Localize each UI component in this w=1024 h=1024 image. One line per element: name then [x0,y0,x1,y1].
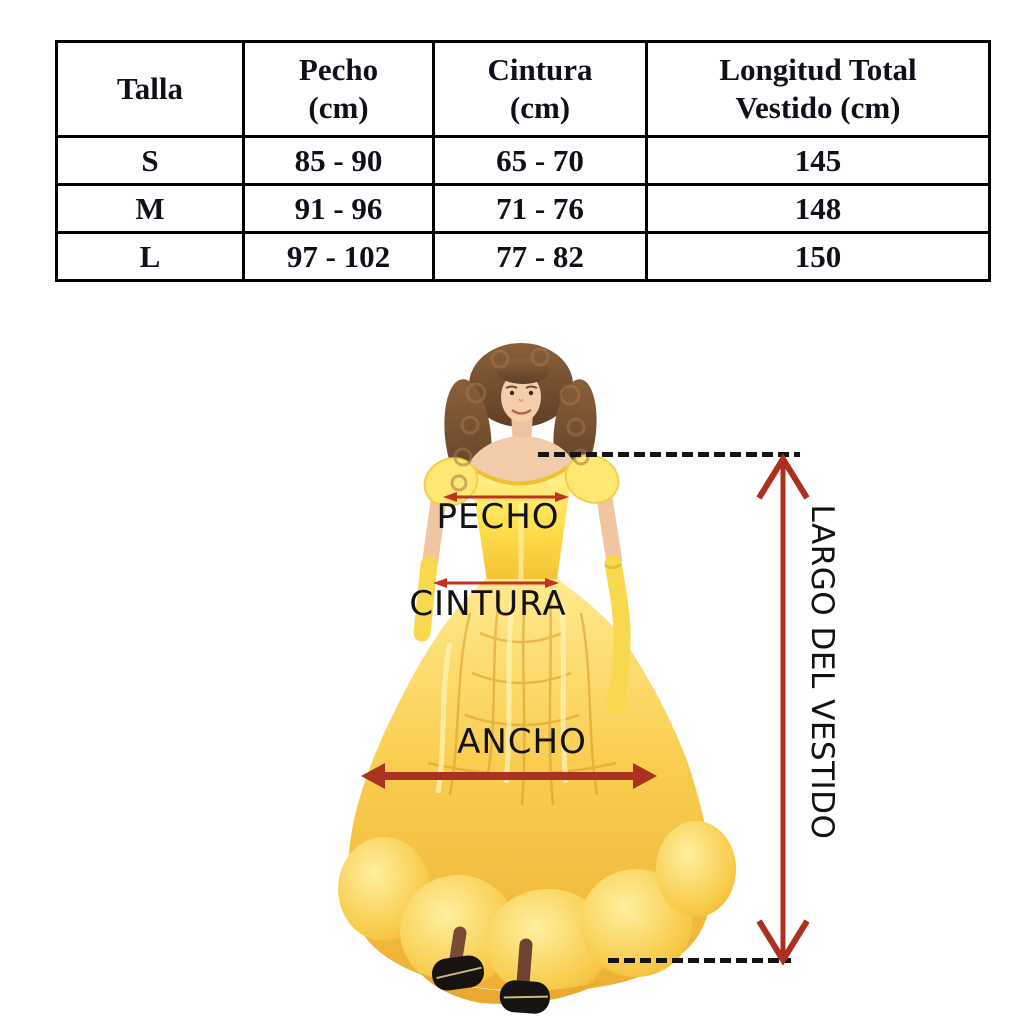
header-line1: Cintura [487,52,593,88]
header-line1: Longitud Total [719,52,917,88]
left-shoe [431,955,485,991]
cell-pecho: 91 - 96 [242,183,435,234]
waist-label: CINTURA [409,584,567,624]
size-chart-table: Talla Pecho (cm) Cintura (cm) Longitud T… [55,40,991,282]
cell-longitud: 148 [645,183,991,234]
column-header-pecho: Pecho (cm) [242,40,435,138]
shoulder-dashed-line [538,452,800,457]
header-line2: (cm) [509,90,571,125]
cell-cintura: 65 - 70 [432,135,648,186]
waist-measure-arrow [433,578,559,588]
costume-model-photo [338,343,736,1014]
cell-talla: L [55,231,245,282]
cell-pecho: 97 - 102 [242,231,435,282]
chest-measure-arrow [443,492,569,502]
right-shoe [499,980,550,1014]
header-line2: (cm) [308,90,369,125]
width-label: ANCHO [457,722,587,762]
header-line1: Pecho [298,52,379,88]
width-measure-arrow [361,763,657,789]
header-row: Talla Pecho (cm) Cintura (cm) Longitud T… [55,40,991,138]
table-row-l: L 97 - 102 77 - 82 150 [55,231,991,282]
hem-dashed-line [608,958,791,963]
table-row-m: M 91 - 96 71 - 76 148 [55,183,991,234]
cell-pecho: 85 - 90 [242,135,435,186]
chest-label: PECHO [436,497,560,537]
body-skin [413,413,622,642]
right-glove [604,554,631,716]
header-line1: Talla [116,71,184,107]
cell-cintura: 71 - 76 [432,183,648,234]
header-line2: Vestido (cm) [735,90,901,125]
dress-length-label: LARGO DEL VESTIDO [804,504,840,840]
cell-cintura: 77 - 82 [432,231,648,282]
column-header-talla: Talla [55,40,245,138]
column-header-cintura: Cintura (cm) [432,40,648,138]
cell-longitud: 145 [645,135,991,186]
table-row-s: S 85 - 90 65 - 70 145 [55,135,991,186]
column-header-longitud: Longitud Total Vestido (cm) [645,40,991,138]
cell-talla: M [55,183,245,234]
dress-length-arrow [756,453,810,966]
cell-talla: S [55,135,245,186]
cell-longitud: 150 [645,231,991,282]
legs-and-shoes [431,926,550,1014]
hair-front-curls [450,347,590,492]
dress-bodice [466,461,576,583]
